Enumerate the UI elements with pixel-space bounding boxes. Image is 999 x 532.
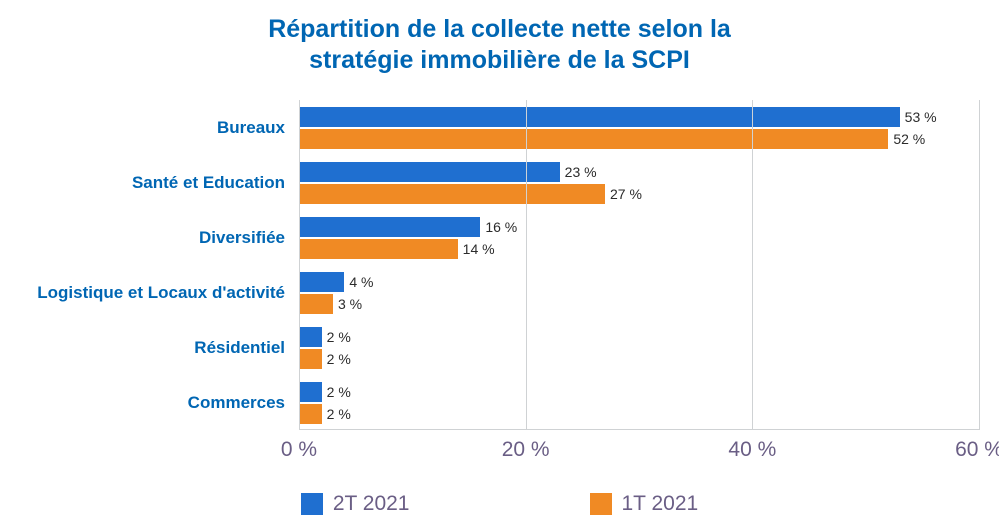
category-label: Résidentiel (194, 338, 299, 358)
bar-value-label: 2 % (322, 406, 351, 422)
chart-title-line2: stratégie immobilière de la SCPI (309, 46, 690, 74)
bar-s2T2021: 4 % (299, 272, 344, 292)
bar-s2T2021: 53 % (299, 107, 900, 127)
x-axis-tick-label: 0 % (281, 430, 317, 462)
category-label: Commerces (188, 393, 299, 413)
bar-value-label: 2 % (322, 329, 351, 345)
category-row: Bureaux53 %52 % (299, 100, 979, 155)
category-row: Logistique et Locaux d'activité4 %3 % (299, 265, 979, 320)
legend-label: 1T 2021 (622, 492, 699, 516)
category-label: Diversifiée (199, 228, 299, 248)
bar-value-label: 52 % (888, 131, 925, 147)
bar-s2T2021: 23 % (299, 162, 560, 182)
x-axis-tick-label: 20 % (502, 430, 550, 462)
legend-item: 1T 2021 (590, 492, 699, 516)
chart-container: Répartition de la collecte nette selon l… (0, 0, 999, 532)
gridline (979, 100, 980, 430)
category-row: Diversifiée16 %14 % (299, 210, 979, 265)
x-axis-tick-label: 40 % (728, 430, 776, 462)
bar-value-label: 3 % (333, 296, 362, 312)
bar-s1T2021: 52 % (299, 129, 888, 149)
bar-value-label: 16 % (480, 219, 517, 235)
bar-s2T2021: 16 % (299, 217, 480, 237)
bar-s1T2021: 27 % (299, 184, 605, 204)
bar-s1T2021: 2 % (299, 404, 322, 424)
chart-title: Répartition de la collecte nette selon l… (0, 14, 999, 77)
bar-s1T2021: 14 % (299, 239, 458, 259)
category-rows: Bureaux53 %52 %Santé et Education23 %27 … (299, 100, 979, 430)
bar-s1T2021: 3 % (299, 294, 333, 314)
category-label: Bureaux (217, 118, 299, 138)
chart-title-line1: Répartition de la collecte nette selon l… (268, 15, 731, 43)
legend-swatch (590, 493, 612, 515)
legend-swatch (301, 493, 323, 515)
bar-s1T2021: 2 % (299, 349, 322, 369)
bar-value-label: 2 % (322, 384, 351, 400)
bar-value-label: 27 % (605, 186, 642, 202)
x-axis-tick-label: 60 % (955, 430, 999, 462)
legend-item: 2T 2021 (301, 492, 410, 516)
bar-s2T2021: 2 % (299, 327, 322, 347)
bar-value-label: 2 % (322, 351, 351, 367)
gridline (299, 100, 300, 430)
category-label: Logistique et Locaux d'activité (37, 283, 299, 303)
category-row: Santé et Education23 %27 % (299, 155, 979, 210)
gridline (752, 100, 753, 430)
legend-label: 2T 2021 (333, 492, 410, 516)
gridline (526, 100, 527, 430)
legend: 2T 2021 1T 2021 (0, 492, 999, 516)
plot-area: Bureaux53 %52 %Santé et Education23 %27 … (299, 100, 979, 430)
category-row: Commerces2 %2 % (299, 375, 979, 430)
bar-s2T2021: 2 % (299, 382, 322, 402)
category-row: Résidentiel2 %2 % (299, 320, 979, 375)
bar-value-label: 4 % (344, 274, 373, 290)
category-label: Santé et Education (132, 173, 299, 193)
bar-value-label: 23 % (560, 164, 597, 180)
bar-value-label: 53 % (900, 109, 937, 125)
bar-value-label: 14 % (458, 241, 495, 257)
